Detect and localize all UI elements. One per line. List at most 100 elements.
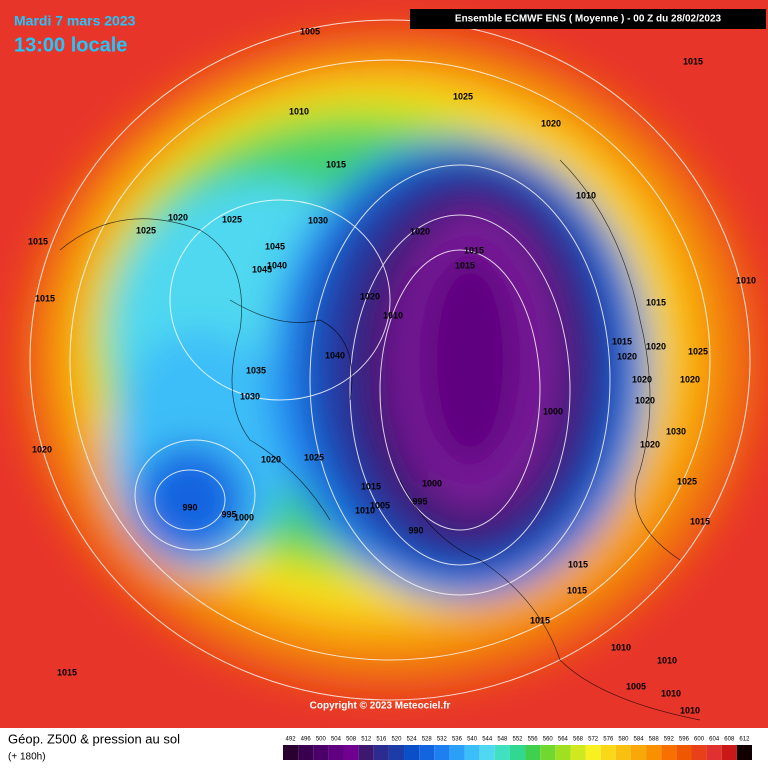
scale-swatch (585, 745, 601, 760)
isobar-label: 1025 (677, 476, 697, 486)
scale-swatch (570, 745, 586, 760)
isobar-label: 1000 (543, 406, 563, 416)
scale-swatch (509, 745, 526, 760)
local-time: 13:00 locale (14, 34, 127, 56)
scale-label: 516 (376, 737, 387, 743)
isobar-label: 1015 (326, 159, 346, 169)
scale-label: 552 (512, 737, 523, 743)
isobar-label: 1015 (28, 236, 48, 246)
isobar-labels: 1005 1025 1015 1010 1020 1015 1010 1030 1020 1025… (28, 26, 756, 715)
scale-swatch (525, 745, 541, 760)
scale-label: 576 (603, 737, 614, 743)
model-info: Ensemble ECMWF ENS ( Moyenne ) - 00 Z du… (455, 14, 722, 25)
isobar-label: 1010 (289, 106, 309, 116)
isobar-label: 1005 (300, 26, 320, 36)
isobar-label: 1030 (666, 426, 686, 436)
isobar-label: 1020 (680, 374, 700, 384)
isobar-label: 1005 (370, 500, 390, 510)
scale-label: 548 (497, 737, 508, 743)
isobar-label: 995 (412, 496, 427, 506)
scale-swatch (313, 745, 329, 760)
isobar-label: 1020 (635, 395, 655, 405)
isobar-label: 1015 (612, 336, 632, 346)
isobar-label: 1010 (355, 505, 375, 515)
scale-label: 588 (649, 737, 660, 743)
isobar-label: 1015 (683, 56, 703, 66)
scale-swatch (373, 745, 389, 760)
scale-label: 572 (588, 737, 599, 743)
scale-label: 604 (709, 737, 720, 743)
isobar-label: 1025 (222, 214, 242, 224)
isobar-label: 1030 (308, 215, 328, 225)
isobar-label: 1025 (304, 452, 324, 462)
isobar-label: 1020 (646, 341, 666, 351)
scale-label: 524 (407, 737, 418, 743)
scale-swatch (615, 745, 631, 760)
scale-swatch (419, 745, 435, 760)
model-banner (410, 9, 766, 29)
isobar-label: 1010 (611, 642, 631, 652)
scale-swatch (540, 745, 556, 760)
scale-label: 584 (634, 737, 645, 743)
footer-title: Géop. Z500 & pression au sol (8, 731, 180, 746)
isobar-label: 1015 (530, 615, 550, 625)
copyright: Copyright © 2023 Meteociel.fr (310, 701, 451, 712)
scale-swatch (434, 745, 450, 760)
isobar-label: 1010 (736, 275, 756, 285)
scale-label: 556 (528, 737, 539, 743)
scale-label: 564 (558, 737, 569, 743)
scale-swatch (404, 745, 420, 760)
isobar-label: 1010 (680, 705, 700, 715)
scale-swatch (555, 745, 571, 760)
lead-time: (+ 180h) (8, 752, 46, 763)
date: Mardi 7 mars 2023 (14, 13, 136, 29)
scale-swatch (328, 745, 344, 760)
scale-swatch (298, 745, 314, 760)
scale-label: 580 (618, 737, 629, 743)
scale-swatch (283, 745, 299, 760)
scale-swatch (721, 745, 737, 760)
scale-label: 528 (422, 737, 433, 743)
isobar-label: 1000 (234, 512, 254, 522)
isobar-label: 995 (221, 509, 236, 519)
isobar-label: 1025 (453, 91, 473, 101)
scale-label: 508 (346, 737, 357, 743)
isobar-label: 1000 (422, 478, 442, 488)
scale-swatch (630, 745, 647, 760)
scale-label: 608 (724, 737, 735, 743)
map-field (0, 0, 768, 728)
isobar-label: 1020 (360, 291, 380, 301)
isobar-label: 1025 (136, 225, 156, 235)
isobar-label: 1020 (261, 454, 281, 464)
scale-label: 496 (301, 737, 312, 743)
isobar-label: 1015 (568, 559, 588, 569)
isobar-label: 1020 (32, 444, 52, 454)
isobar-label: 1020 (168, 212, 188, 222)
scale-label: 540 (467, 737, 478, 743)
scale-label: 500 (316, 737, 327, 743)
isobar-label: 1020 (632, 374, 652, 384)
isobar-label: 1005 (626, 681, 646, 691)
isobar-label: 1040 (267, 260, 287, 270)
isobar-label: 1030 (240, 391, 260, 401)
scale-swatch (706, 745, 722, 760)
scale-label: 512 (361, 737, 372, 743)
isobar-label: 1010 (657, 655, 677, 665)
scale-label: 600 (694, 737, 705, 743)
isobar-label: 1015 (690, 516, 710, 526)
isobar-label: 1020 (640, 439, 660, 449)
isobar-label: 1035 (246, 365, 266, 375)
scale-label: 592 (664, 737, 675, 743)
isobar-label: 1015 (646, 297, 666, 307)
scale-label: 492 (286, 737, 297, 743)
scale-swatch (479, 745, 495, 760)
scale-swatch (388, 745, 405, 760)
scale-label: 560 (543, 737, 554, 743)
isobar-label: 1020 (617, 351, 637, 361)
isobar-label: 1015 (567, 585, 587, 595)
scale-swatch (358, 745, 374, 760)
isobar-label: 1045 (252, 264, 272, 274)
scale-label: 504 (331, 737, 342, 743)
scale-swatch (343, 745, 359, 760)
